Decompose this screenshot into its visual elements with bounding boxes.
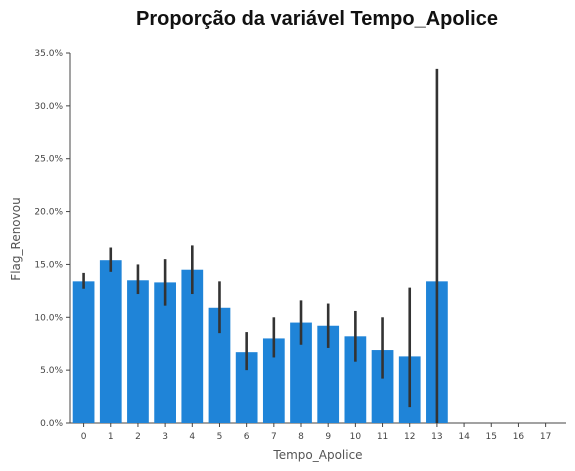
x-tick-label: 17 <box>540 432 551 442</box>
bar-0 <box>72 281 95 423</box>
y-tick-label: 20.0% <box>34 208 63 218</box>
bar-11 <box>371 350 394 423</box>
bar-1 <box>99 260 122 423</box>
x-tick-label: 15 <box>486 432 497 442</box>
bar-6 <box>235 352 258 423</box>
x-tick-label: 2 <box>135 432 141 442</box>
x-tick-label: 16 <box>513 432 525 442</box>
x-tick-label: 11 <box>377 432 388 442</box>
bar-10 <box>344 336 367 423</box>
chart-title: Proporção da variável Tempo_Apolice <box>136 8 498 30</box>
x-tick-label: 0 <box>81 432 87 442</box>
y-tick-label: 5.0% <box>40 366 63 376</box>
x-tick-label: 6 <box>244 432 250 442</box>
x-tick-label: 10 <box>350 432 362 442</box>
x-tick-label: 3 <box>162 432 168 442</box>
y-axis-label: Flag_Renovou <box>9 197 23 280</box>
x-tick-label: 13 <box>431 432 442 442</box>
bar-4 <box>181 269 204 423</box>
bar-9 <box>317 325 340 423</box>
bar-2 <box>127 280 149 423</box>
x-tick-label: 7 <box>271 432 277 442</box>
bar-8 <box>290 322 312 423</box>
x-tick-label: 8 <box>298 432 304 442</box>
y-tick-label: 25.0% <box>34 155 63 165</box>
y-tick-label: 15.0% <box>34 260 63 270</box>
y-tick-label: 10.0% <box>34 313 63 323</box>
y-tick-label: 30.0% <box>34 102 63 112</box>
x-axis-label: Tempo_Apolice <box>272 448 362 462</box>
y-tick-label: 35.0% <box>34 49 63 59</box>
plot-area: 0.0% 5.0% 10.0% 15.0% 20.0% 25.0% 30.0% 35.0% 0 1… <box>34 49 566 442</box>
bar-3 <box>154 282 176 423</box>
x-tick-label: 9 <box>325 432 331 442</box>
x-tick-label: 1 <box>108 432 114 442</box>
y-tick-label: 0.0% <box>40 419 63 429</box>
x-tick-label: 5 <box>217 432 223 442</box>
bar-5 <box>208 307 231 423</box>
x-tick-label: 4 <box>189 432 195 442</box>
bar-7 <box>262 338 285 423</box>
x-tick-label: 12 <box>404 432 415 442</box>
x-tick-label: 14 <box>458 432 470 442</box>
